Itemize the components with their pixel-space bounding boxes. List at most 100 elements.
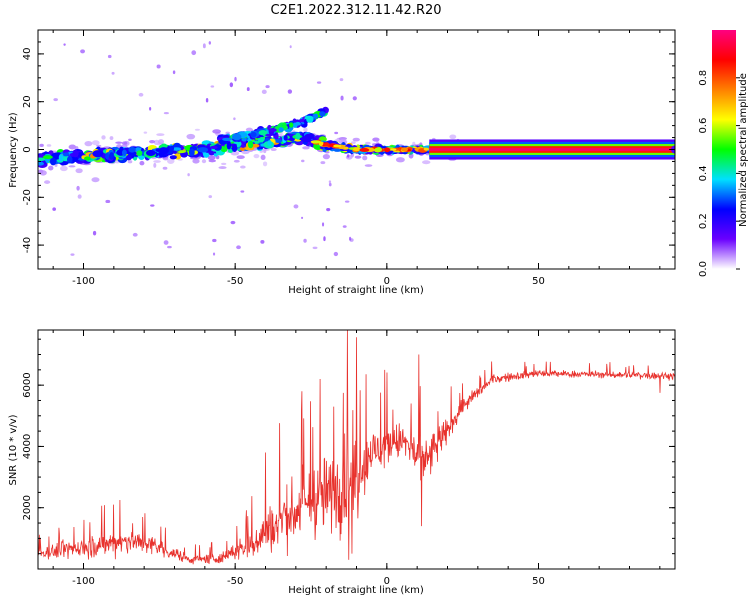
heatmap-cell	[233, 159, 240, 163]
heatmap-cell	[205, 97, 209, 103]
heatmap-cell	[352, 137, 360, 142]
snr-x-axis-label: Height of straight line (km)	[288, 585, 424, 596]
heatmap-cell	[365, 141, 371, 145]
heatmap-cell	[109, 136, 114, 140]
heatmap-cell	[283, 134, 288, 141]
heatmap-cell	[302, 146, 310, 150]
heatmap-cell	[253, 154, 260, 159]
heatmap-cell	[91, 177, 100, 183]
heatmap-cell	[136, 150, 143, 157]
heatmap-cell	[372, 137, 380, 142]
heatmap-cell	[76, 185, 80, 191]
heatmap-cell	[289, 45, 292, 49]
colorbar-scale	[712, 30, 736, 269]
heatmap-cell	[91, 140, 100, 146]
heatmap-cell	[147, 145, 157, 149]
heatmap-cell	[326, 208, 331, 212]
heatmap-cell	[163, 240, 169, 245]
heatmap-cell	[121, 141, 128, 146]
heatmap-cell	[353, 147, 361, 152]
heatmap-cell	[277, 134, 285, 137]
heatmap-cell	[322, 153, 330, 160]
heatmap-cell	[390, 148, 397, 151]
heatmap-cell	[260, 240, 265, 244]
snr-x-ticks: -100 -50 0 50	[52, 330, 661, 587]
heatmap-cell	[167, 245, 172, 249]
heatmap-cell	[316, 81, 322, 84]
heatmap-cell	[240, 165, 246, 169]
heatmap-cell	[128, 138, 132, 141]
heatmap-cell	[127, 160, 133, 164]
heatmap-cell	[212, 129, 221, 134]
y-tick-label: 40	[22, 48, 33, 61]
heatmap-cell	[208, 159, 217, 163]
heatmap-cell	[111, 71, 115, 75]
heatmap-cell	[240, 144, 246, 148]
heatmap-cell	[303, 127, 308, 133]
heatmap-cell	[245, 127, 253, 132]
heatmap-cell	[231, 133, 242, 141]
heatmap-cell	[323, 236, 326, 242]
heatmap-cell	[261, 89, 267, 95]
heatmap-cell	[80, 49, 85, 54]
colorbar-tick-label: 0.0	[698, 261, 709, 277]
heatmap-cell	[338, 137, 347, 141]
heatmap-cell	[339, 78, 344, 82]
heatmap-cell	[149, 106, 152, 111]
heatmap-cell	[210, 85, 215, 88]
colorbar-tick-label: 0.6	[698, 118, 709, 134]
heatmap-cell	[240, 190, 245, 193]
heatmap-cell	[128, 146, 136, 153]
heatmap-cell	[352, 96, 357, 101]
snr-series-line	[38, 330, 675, 565]
chart-title: C2E1.2022.312.11.42.R20	[270, 3, 441, 18]
snr-panel: -100 -50 0 50 2000 4000 6000 Height of straig…	[8, 329, 676, 596]
heatmap-cell	[364, 164, 373, 167]
colorbar: 0.0 0.2 0.4 0.6 0.8 Normalized spectral ampl…	[698, 30, 749, 277]
heatmap-cell	[321, 222, 325, 227]
heatmap-cell	[92, 230, 97, 236]
heatmap-cell	[107, 54, 112, 59]
heatmap-cell	[156, 133, 165, 137]
heatmap-cell	[227, 149, 234, 154]
y-tick-label: 2000	[22, 495, 33, 520]
heatmap-cell	[187, 173, 190, 177]
heatmap-cell	[171, 147, 182, 151]
heatmap-cell	[333, 144, 342, 148]
heatmap-cell	[334, 131, 339, 135]
heatmap-cell	[313, 113, 319, 119]
heatmap-cell	[423, 147, 429, 151]
heatmap-cell	[212, 252, 216, 256]
y-tick-label: 4000	[22, 434, 33, 459]
heatmap-cell	[42, 155, 53, 160]
heatmap-cell	[115, 141, 123, 144]
heatmap-cell	[70, 253, 75, 256]
heatmap-cell	[301, 159, 305, 163]
heatmap-cell	[157, 139, 165, 145]
y-tick-label: 20	[22, 95, 33, 108]
heatmap-cell	[127, 150, 137, 157]
heatmap-cell	[287, 89, 293, 94]
heatmap-cell	[49, 157, 57, 166]
heatmap-cell	[328, 180, 332, 184]
heatmap-cell	[68, 144, 77, 150]
heatmap-cell	[236, 155, 245, 160]
heatmap-cell	[202, 43, 206, 49]
heatmap-cell	[354, 155, 362, 159]
x-tick-label: 50	[532, 276, 545, 287]
heatmap-cell	[306, 116, 314, 123]
heatmap-cell	[395, 157, 405, 163]
heatmap-cell	[229, 82, 234, 88]
heatmap-cell	[60, 165, 68, 172]
heatmap-cell	[209, 145, 218, 150]
heatmap-cell	[138, 92, 144, 97]
heatmap-cell	[260, 154, 266, 161]
heatmap-cell	[383, 147, 391, 153]
heatmap-cell	[53, 98, 58, 102]
heatmap-cell	[158, 147, 169, 155]
x-tick-label: -50	[227, 576, 243, 587]
heatmap-cell	[139, 160, 145, 166]
heatmap-cell	[163, 112, 169, 115]
heatmap-cell	[207, 154, 216, 161]
heatmap-cell	[340, 95, 344, 101]
